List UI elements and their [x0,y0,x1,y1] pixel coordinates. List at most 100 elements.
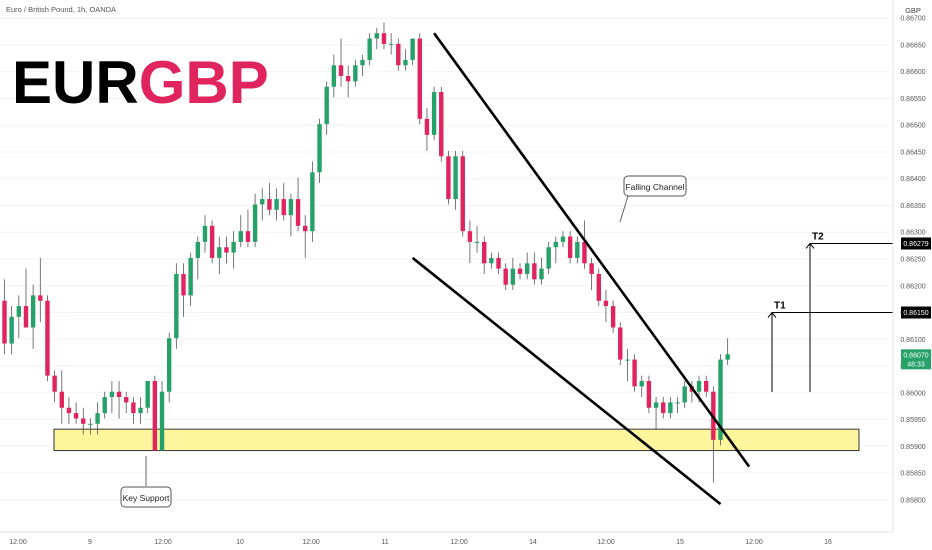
candle [274,188,279,221]
price-tick-label: 0.86200 [900,283,925,290]
candle-body-up [453,156,458,200]
candle-body-down [496,257,501,269]
callout-pointer [619,195,629,223]
candle [131,397,136,424]
candle-body-up [30,295,36,328]
price-tick-label: 0.86600 [900,69,925,76]
candle-body-up [718,359,723,440]
candle-body-up [725,354,730,360]
candle-body-up [217,247,222,258]
candle-body-up [102,397,107,414]
candle-body-down [81,418,86,424]
candle-body-up [360,59,365,66]
candle [381,22,387,50]
candle [9,306,14,355]
candle-body-down [381,33,387,44]
candle [102,391,107,419]
candle [703,375,709,398]
candle [632,354,637,392]
candle-body-up [88,423,93,425]
candle [109,381,115,414]
candle [524,252,530,280]
candle-body-down [661,402,666,414]
candle [303,215,308,258]
time-tick-label: 14 [529,539,537,546]
candle-body-down [52,375,57,392]
target-t1: T1 [767,301,893,392]
falling-channel-label-box [623,175,687,197]
candle [353,59,358,87]
candle [675,397,680,414]
candle-body-down [116,391,122,398]
last-price-value: 0.86070 [903,352,928,359]
candle [16,295,22,339]
price-tick-label: 0.86700 [900,16,925,23]
price-tick-label: 0.85950 [900,417,925,424]
candle [145,381,150,414]
candle [124,391,129,414]
candle-body-down [582,241,587,264]
candle [589,257,594,291]
candle-body-up [252,204,258,242]
price-tick-label: 0.86550 [900,96,925,103]
price-tick-label: 0.86650 [900,42,925,49]
candle [646,375,652,414]
candle [317,118,322,184]
candle-body-up [682,386,687,403]
candle-body-up [310,172,315,232]
candle [166,332,172,403]
candle [59,370,64,424]
candle-body-up [288,199,294,216]
candle-body-down [618,327,623,360]
candle [539,257,544,285]
candle-body-down [482,241,487,264]
candle [718,354,723,446]
candle [496,252,501,274]
price-tick-label: 0.86350 [900,203,925,210]
candle-body-up [16,306,22,317]
candle [138,397,143,424]
candle-body-down [295,199,301,226]
candle-body-down [124,397,129,403]
candle-body-up [331,65,337,87]
candle [553,236,559,264]
candle [532,252,537,285]
time-tick-label: 15 [676,539,684,546]
candle [639,375,644,398]
candle [324,81,329,135]
candle-body-up [510,268,516,285]
candle [367,33,372,66]
candle-body-down [417,38,422,119]
price-tick-label: 0.85850 [900,471,925,478]
t2-price-label: 0.86279 [901,237,931,250]
candle [188,252,193,307]
candle [360,54,365,76]
candle-body-up [324,86,329,125]
candle [81,407,86,435]
last-price-label: 0.86070 48:33 [901,349,931,370]
candle [575,236,580,264]
candle-body-down [38,295,43,301]
candle [217,236,222,274]
candle-body-down [503,268,508,285]
candle-body-down [45,300,50,376]
price-tick-label: 0.86300 [900,230,925,237]
candle-body-up [539,268,544,280]
candle [231,231,236,269]
candle-body-up [174,273,179,339]
time-tick-label: 12:00 [745,539,763,546]
candle-body-up [95,413,100,424]
candle [345,65,351,98]
candle [618,322,623,365]
candle [603,290,609,323]
candle-body-up [653,402,659,408]
candle-body-up [696,381,702,392]
candle-body-down [646,381,652,408]
symbol-info: Euro / British Pound, 1h, OANDA [6,5,116,14]
candle [489,252,494,269]
price-tick-label: 0.86000 [900,390,925,397]
candle-body-up [388,43,394,45]
candle-body-up [553,241,559,248]
pair-logo-quote: GBP [139,49,269,116]
